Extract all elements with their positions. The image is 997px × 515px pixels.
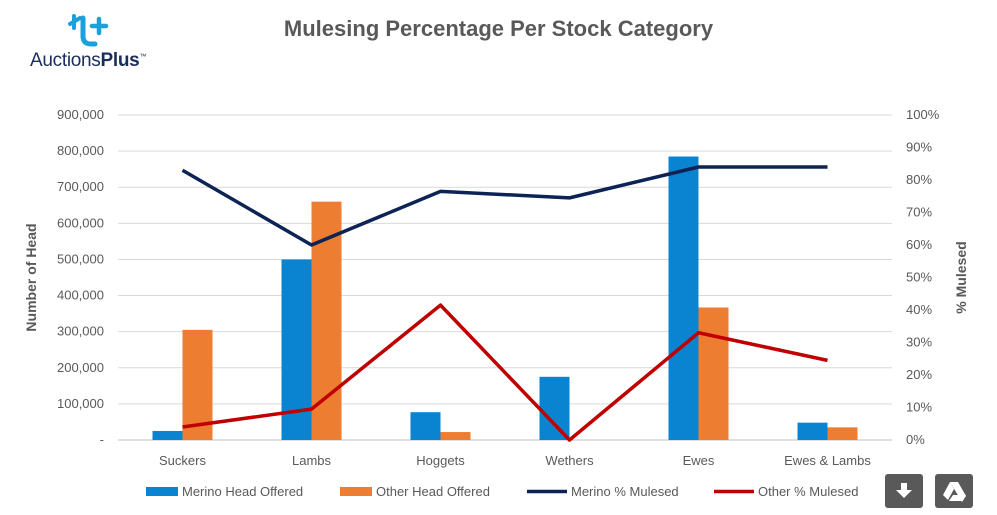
x-tick-label: Wethers (545, 453, 594, 468)
x-tick-label: Lambs (292, 453, 332, 468)
y-tick-label: 500,000 (57, 251, 104, 266)
bar-other-head-offered (440, 432, 471, 440)
line-other-%-mulesed (182, 303, 828, 442)
y2-tick-label: 70% (906, 205, 932, 220)
legend-swatch (340, 487, 372, 496)
bar-other-head-offered (698, 307, 729, 440)
y2-axis-title: % Mulesed (953, 241, 969, 313)
y-tick-label: 600,000 (57, 215, 104, 230)
x-tick-label: Hoggets (416, 453, 465, 468)
y2-tick-label: 100% (906, 107, 940, 122)
y2-tick-label: 30% (906, 335, 932, 350)
legend-label: Other % Mulesed (758, 484, 858, 499)
download-button[interactable] (885, 474, 923, 508)
y2-tick-label: 60% (906, 237, 932, 252)
y2-tick-label: 40% (906, 302, 932, 317)
bar-merino-head-offered (668, 156, 699, 440)
y-tick-label: 800,000 (57, 143, 104, 158)
x-tick-label: Suckers (159, 453, 206, 468)
line-merino-%-mulesed (181, 165, 828, 247)
x-tick-label: Ewes & Lambs (784, 453, 871, 468)
y-tick-label: 900,000 (57, 107, 104, 122)
legend-label: Other Head Offered (376, 484, 490, 499)
bar-other-head-offered (827, 427, 858, 440)
y-tick-label: 300,000 (57, 324, 104, 339)
x-tick-label: Ewes (683, 453, 715, 468)
y-tick-label: - (100, 432, 104, 447)
y2-tick-label: 20% (906, 367, 932, 382)
logo-wordmark: AuctionsPlus™ (30, 50, 147, 71)
y2-tick-label: 10% (906, 400, 932, 415)
y2-tick-label: 90% (906, 140, 932, 155)
legend-label: Merino Head Offered (182, 484, 303, 499)
y2-tick-label: 0% (906, 432, 925, 447)
bar-merino-head-offered (410, 412, 441, 440)
bar-merino-head-offered (539, 376, 570, 440)
y-axis-title: Number of Head (23, 223, 39, 331)
google-drive-button[interactable] (935, 474, 973, 508)
legend-label: Merino % Mulesed (571, 484, 679, 499)
legend-swatch (146, 487, 178, 496)
bar-other-head-offered (182, 329, 213, 440)
google-drive-icon (943, 482, 966, 502)
y2-tick-label: 80% (906, 172, 932, 187)
logo-mark-icon (68, 14, 109, 47)
y-tick-label: 100,000 (57, 396, 104, 411)
auctionsplus-logo: AuctionsPlus™ (30, 14, 160, 76)
chart-title: Mulesing Percentage Per Stock Category (283, 16, 714, 41)
y-tick-label: 400,000 (57, 288, 104, 303)
y2-tick-label: 50% (906, 270, 932, 285)
bar-merino-head-offered (152, 430, 183, 440)
bar-merino-head-offered (797, 422, 828, 440)
download-icon (896, 483, 912, 498)
y-tick-label: 200,000 (57, 360, 104, 375)
y-tick-label: 700,000 (57, 179, 104, 194)
